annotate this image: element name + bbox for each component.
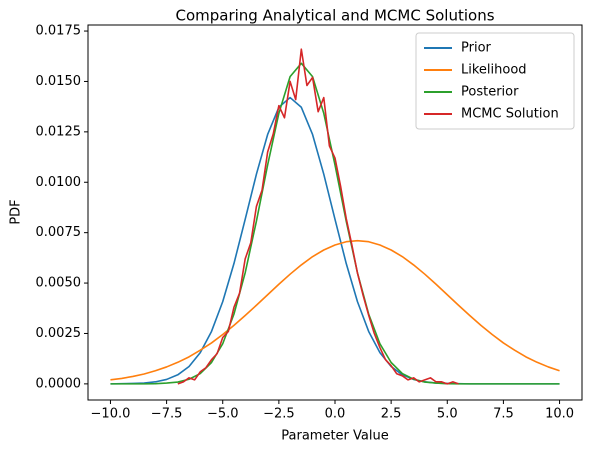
x-axis-label: Parameter Value xyxy=(281,429,388,444)
legend-box xyxy=(415,32,575,130)
plot-frame xyxy=(87,24,583,401)
y-tick-label: 0.0000 xyxy=(36,376,82,391)
y-tick-label: 0.0175 xyxy=(36,24,82,39)
x-tick-label: −5.0 xyxy=(207,407,239,422)
series-line xyxy=(110,239,560,381)
x-tick-label: 10.0 xyxy=(545,407,574,422)
series-line xyxy=(110,96,560,385)
x-tick-label: 5.0 xyxy=(437,407,458,422)
y-tick-label: 0.0150 xyxy=(36,74,82,89)
x-tick-label: −10.0 xyxy=(91,407,131,422)
y-tick-label: 0.0125 xyxy=(36,124,82,139)
x-tick-label: −2.5 xyxy=(263,407,295,422)
y-tick-label: 0.0050 xyxy=(36,276,82,291)
y-tick-label: 0.0025 xyxy=(36,326,82,341)
legend-label: Prior xyxy=(461,41,492,56)
legend-label: Posterior xyxy=(461,85,519,100)
series-line xyxy=(177,48,459,385)
legend-label: MCMC Solution xyxy=(461,107,559,122)
y-axis-label: PDF xyxy=(9,199,24,224)
x-tick-label: 7.5 xyxy=(493,407,514,422)
chart-title: Comparing Analytical and MCMC Solutions xyxy=(175,7,494,25)
legend-label: Likelihood xyxy=(461,63,527,78)
x-tick-label: 2.5 xyxy=(381,407,402,422)
y-tick-label: 0.0100 xyxy=(36,175,82,190)
legend: Prior Likelihood Posterior MCMC Solution xyxy=(415,32,575,130)
x-tick-label: 0.0 xyxy=(325,407,346,422)
y-tick-label: 0.0075 xyxy=(36,225,82,240)
x-tick-label: −7.5 xyxy=(151,407,183,422)
